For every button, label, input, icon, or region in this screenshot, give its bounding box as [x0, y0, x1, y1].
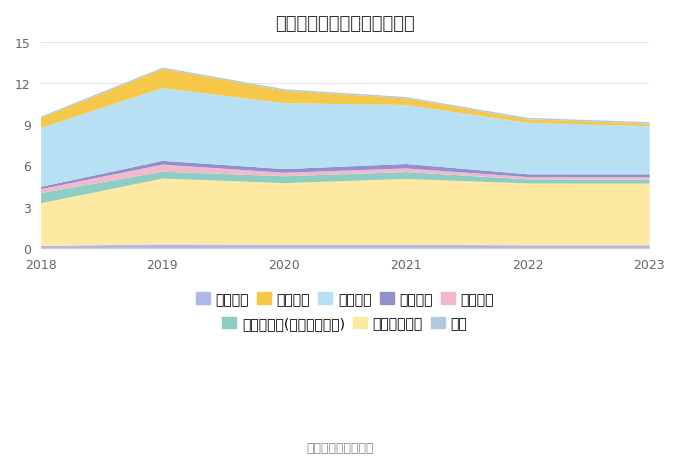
Text: 数据来源：恒生聚源: 数据来源：恒生聚源 [306, 442, 374, 454]
Legend: 其他应付款(含利息和股利), 长期递延收益, 其它: 其他应付款(含利息和股利), 长期递延收益, 其它 [222, 317, 467, 331]
Title: 历年主要负债堆积图（亿元）: 历年主要负债堆积图（亿元） [275, 15, 415, 33]
